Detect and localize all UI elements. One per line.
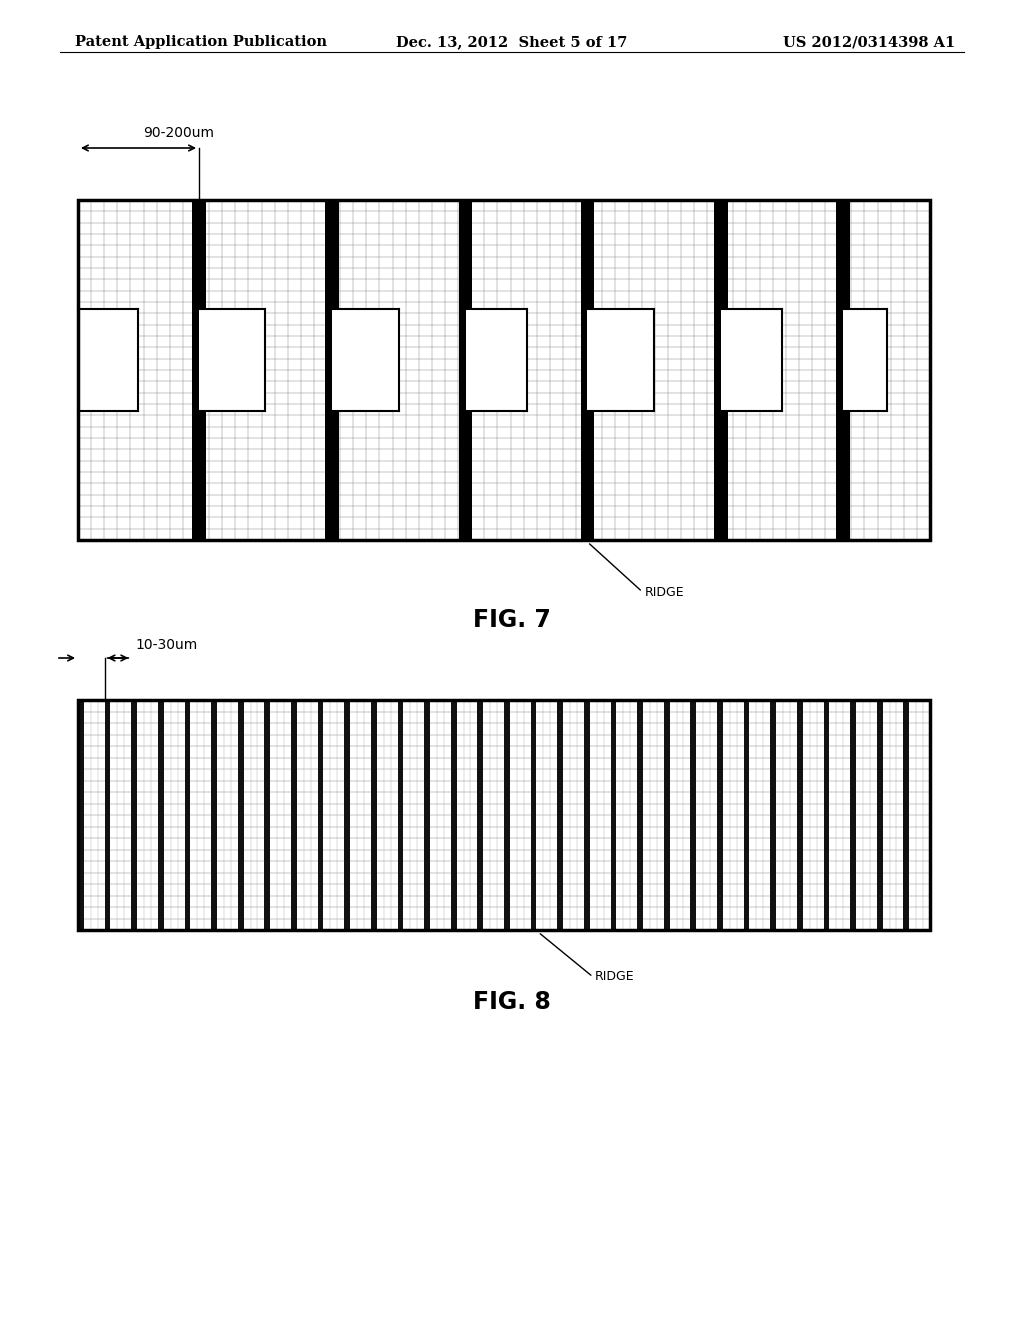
- Bar: [504, 700, 510, 931]
- Text: US 2012/0314398 A1: US 2012/0314398 A1: [782, 36, 955, 49]
- Bar: [451, 700, 457, 931]
- Bar: [264, 700, 270, 931]
- Bar: [193, 201, 206, 540]
- Bar: [715, 201, 728, 540]
- Bar: [903, 700, 909, 931]
- Bar: [690, 700, 696, 931]
- Bar: [610, 700, 616, 931]
- Bar: [637, 700, 643, 931]
- Bar: [530, 700, 537, 931]
- Text: FIG. 8: FIG. 8: [473, 990, 551, 1014]
- Bar: [211, 700, 217, 931]
- Bar: [78, 309, 138, 411]
- Bar: [837, 201, 850, 540]
- Bar: [797, 700, 803, 931]
- Bar: [877, 700, 883, 931]
- Bar: [581, 201, 594, 540]
- Bar: [131, 700, 137, 931]
- Bar: [371, 700, 377, 931]
- Bar: [397, 700, 403, 931]
- Bar: [477, 700, 483, 931]
- Bar: [424, 700, 430, 931]
- Text: Patent Application Publication: Patent Application Publication: [75, 36, 327, 49]
- Bar: [850, 700, 856, 931]
- Bar: [184, 700, 190, 931]
- Bar: [317, 700, 324, 931]
- Bar: [721, 309, 782, 411]
- Bar: [199, 309, 265, 411]
- Bar: [78, 700, 930, 931]
- Bar: [584, 700, 590, 931]
- Text: RIDGE: RIDGE: [595, 970, 635, 983]
- Bar: [717, 700, 723, 931]
- Text: Dec. 13, 2012  Sheet 5 of 17: Dec. 13, 2012 Sheet 5 of 17: [396, 36, 628, 49]
- Bar: [823, 700, 829, 931]
- Bar: [158, 700, 164, 931]
- Text: FIG. 7: FIG. 7: [473, 609, 551, 632]
- Bar: [557, 700, 563, 931]
- Text: 10-30um: 10-30um: [135, 638, 198, 652]
- Bar: [104, 700, 111, 931]
- Bar: [459, 201, 472, 540]
- Bar: [743, 700, 750, 931]
- Bar: [664, 700, 670, 931]
- Bar: [78, 700, 84, 931]
- Text: RIDGE: RIDGE: [644, 586, 684, 598]
- Bar: [344, 700, 350, 931]
- Bar: [78, 700, 930, 931]
- Bar: [770, 700, 776, 931]
- Bar: [238, 700, 244, 931]
- Bar: [332, 309, 398, 411]
- Bar: [291, 700, 297, 931]
- Bar: [78, 201, 930, 540]
- Bar: [588, 309, 654, 411]
- Bar: [466, 309, 526, 411]
- Bar: [843, 309, 887, 411]
- Bar: [325, 201, 339, 540]
- Text: 90-200um: 90-200um: [143, 125, 214, 140]
- Bar: [78, 201, 930, 540]
